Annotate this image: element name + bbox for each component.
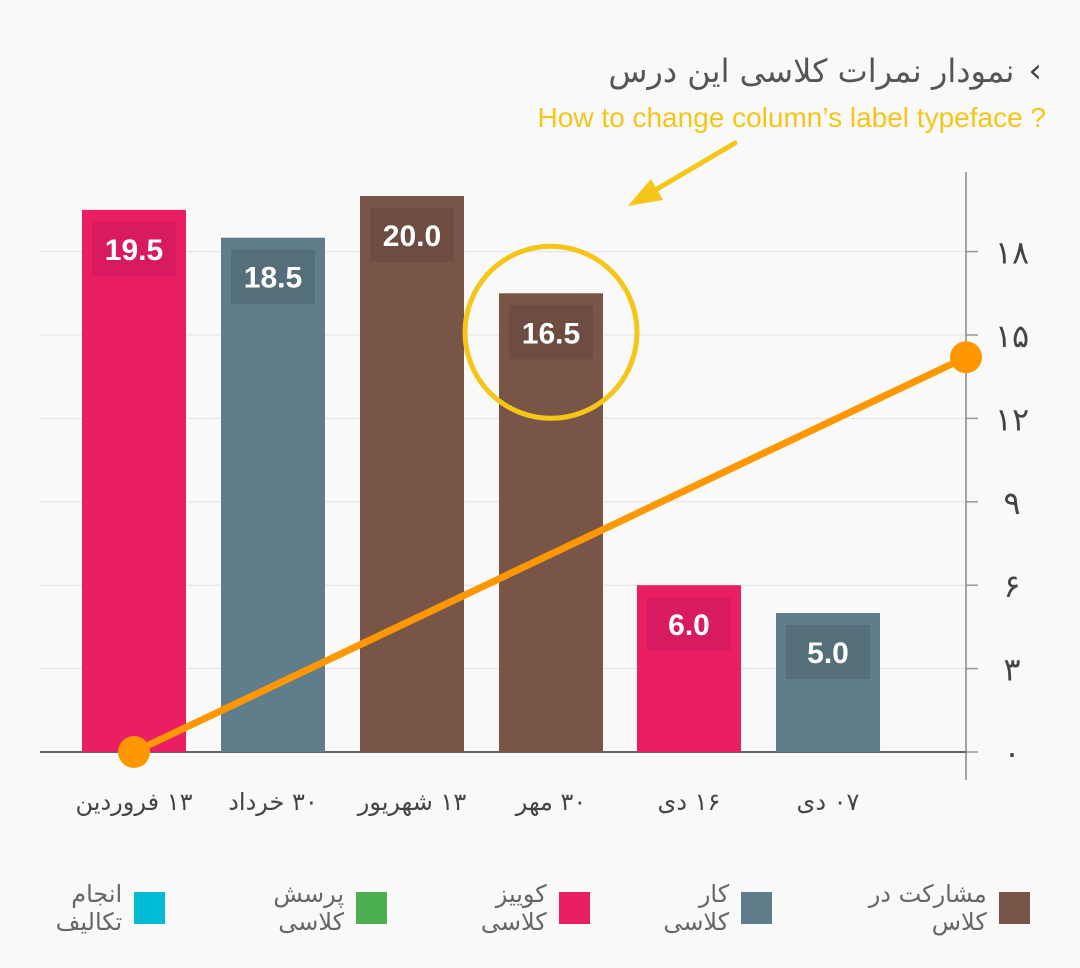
legend-label: کار کلاسی	[663, 880, 730, 936]
legend-swatch	[998, 892, 1030, 924]
bar	[221, 237, 325, 752]
legend-swatch	[741, 892, 773, 924]
legend-swatch	[558, 892, 590, 924]
legend-item[interactable]: پرسش کلاسی	[203, 880, 388, 936]
x-tick-label: ۱۳ شهریور	[357, 788, 467, 816]
bar-value-label-bg	[786, 625, 870, 679]
y-tick-label: ۹	[1003, 484, 1020, 522]
chart-header: › نمودار نمرات کلاسی این درس	[608, 52, 1042, 90]
legend-item[interactable]: انجام تکالیف	[0, 880, 166, 936]
legend-label: مشارکت در کلاس	[868, 880, 987, 936]
y-tick-label: ۶	[1003, 567, 1020, 605]
trend-point	[950, 341, 982, 374]
chart-legend: مشارکت در کلاس کار کلاسی کوییز کلاسی پرسش ک…	[0, 880, 1030, 936]
annotation-question: How to change column’s label typeface ?	[537, 102, 1046, 133]
x-tick-label: ۳۰ مهر	[515, 788, 587, 816]
x-tick-label: ۳۰ خرداد	[228, 788, 318, 816]
legend-swatch	[134, 892, 166, 924]
bar-value-label: 18.5	[244, 262, 302, 295]
legend-label: پرسش کلاسی	[273, 880, 345, 936]
bar-value-label: 16.5	[522, 317, 580, 350]
bar-value-label-bg	[231, 249, 315, 304]
y-tick-label: ۱۸	[995, 234, 1029, 272]
legend-item[interactable]: مشارکت در کلاس	[810, 880, 1030, 936]
x-tick-label: ۱۶ دی	[658, 788, 721, 816]
bar-value-label-bg	[647, 597, 731, 652]
bar	[499, 293, 603, 752]
bar-value-label-bg	[370, 208, 454, 262]
legend-label: انجام تکالیف	[55, 880, 123, 936]
legend-item[interactable]: کار کلاسی	[628, 880, 773, 936]
y-tick-label: ۱۵	[995, 317, 1029, 355]
bar-value-label-bg	[509, 305, 593, 360]
y-tick-label: ۳	[1003, 651, 1020, 689]
x-tick-label: ۰۷ دی	[797, 788, 860, 816]
bar-value-label: 19.5	[105, 234, 163, 267]
annotation-arrow-head	[628, 179, 663, 206]
chart-title: نمودار نمرات کلاسی این درس	[608, 52, 1015, 90]
x-tick-label: ۱۳ فروردین	[76, 788, 193, 816]
trend-line	[130, 353, 970, 756]
highlight-circle	[462, 243, 640, 421]
y-tick-label: ۰	[1003, 734, 1020, 772]
annotation-arrow-shaft	[649, 140, 738, 195]
chevron-right-icon[interactable]: ›	[1028, 51, 1042, 91]
legend-swatch	[356, 892, 388, 924]
bar-value-label-bg	[92, 221, 176, 276]
trend-point	[118, 736, 150, 768]
bar	[360, 196, 464, 752]
y-tick-label: ۱۲	[995, 400, 1029, 438]
bar-value-label: 20.0	[383, 220, 441, 253]
bar	[82, 209, 186, 752]
legend-label: کوییز کلاسی	[480, 880, 547, 936]
legend-item[interactable]: کوییز کلاسی	[425, 880, 590, 936]
bar-value-label: 6.0	[668, 609, 710, 642]
bar-value-label: 5.0	[807, 637, 849, 670]
